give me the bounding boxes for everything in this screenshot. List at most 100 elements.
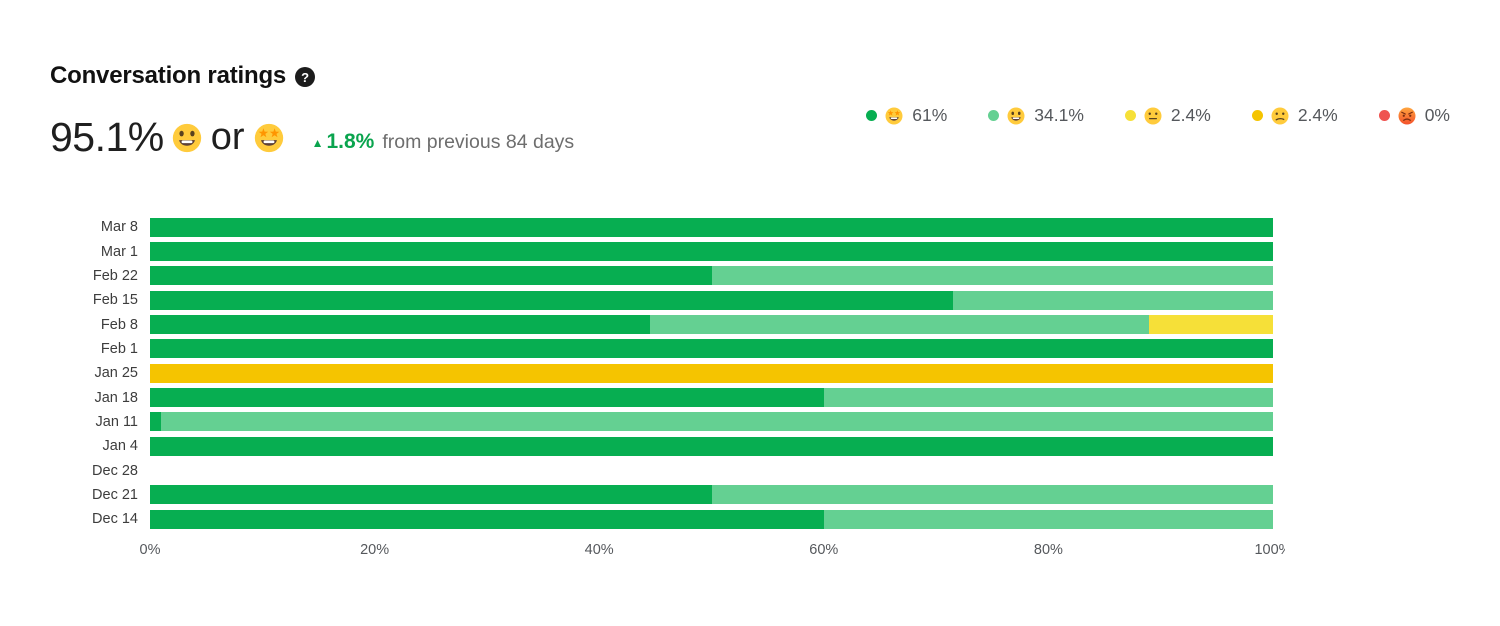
star-struck-emoji-icon <box>885 107 903 125</box>
x-axis-tick-label: 20% <box>360 542 390 559</box>
row-label: Dec 21 <box>92 486 138 503</box>
bar-segment-ok[interactable] <box>1149 315 1273 335</box>
grinning-emoji-icon <box>172 123 202 153</box>
chart-row: Jan 18 <box>0 385 1285 409</box>
chart-row: Dec 14 <box>0 507 1285 531</box>
legend-pct: 2.4% <box>1170 105 1211 125</box>
legend-pct: 61% <box>912 105 948 125</box>
delta-label: from previous 84 days <box>382 130 575 153</box>
bar-segment-great[interactable] <box>823 388 1273 408</box>
grinning-emoji-icon <box>1007 107 1025 125</box>
bar-segment-amazing[interactable] <box>150 412 162 432</box>
chart-row: Mar 8 <box>0 215 1285 239</box>
summary-stat: 95.1% or ▲ 1.8% from previous 84 days <box>50 114 574 161</box>
chart-row: Feb 8 <box>0 312 1285 336</box>
x-axis-tick-label: 60% <box>809 542 839 559</box>
chart-row: Feb 15 <box>0 288 1285 312</box>
legend-dot <box>866 110 878 121</box>
neutral-emoji-icon <box>1144 107 1162 125</box>
bar-segment-amazing[interactable] <box>150 242 1273 262</box>
bar-segment-amazing[interactable] <box>150 315 650 335</box>
bar-segment-great[interactable] <box>823 509 1273 529</box>
chart-row: Feb 1 <box>0 337 1285 361</box>
ratings-bar-chart: Mar 8 Mar 1 Feb 22 Feb 15 Feb 8 Feb 1 Jan 25 Ja… <box>0 215 1285 562</box>
legend-dot <box>1251 110 1263 121</box>
x-axis: 0% 20% 40% 60% 80% 100% <box>140 542 1285 562</box>
chart-row: Dec 21 <box>0 483 1285 507</box>
row-label: Jan 4 <box>102 438 138 455</box>
rating-percentage: 95.1% <box>50 114 164 160</box>
x-axis-tick-label: 80% <box>1033 542 1063 559</box>
angry-emoji-icon <box>1398 107 1416 125</box>
legend-item-amazing: 61% <box>866 105 947 126</box>
chart-row: Dec 28 <box>0 458 1285 482</box>
row-label: Mar 1 <box>100 243 138 260</box>
chart-row: Feb 22 <box>0 264 1285 288</box>
row-label: Jan 11 <box>95 413 138 430</box>
bar-segment-amazing[interactable] <box>150 436 1273 456</box>
legend-pct: 2.4% <box>1297 105 1338 125</box>
bar-segment-bad[interactable] <box>150 363 1273 383</box>
row-label: Jan 18 <box>94 389 138 406</box>
bar-track <box>150 242 1273 262</box>
bar-track <box>150 315 1273 335</box>
bar-track <box>150 509 1273 529</box>
bar-track <box>150 266 1273 286</box>
legend-dot <box>1124 110 1136 121</box>
x-axis-tick-label: 100% <box>1254 542 1285 559</box>
bar-track <box>150 363 1273 383</box>
chart-row: Jan 11 <box>0 410 1285 434</box>
row-label: Mar 8 <box>100 219 138 236</box>
confused-emoji-icon <box>1271 107 1289 125</box>
legend-pct: 34.1% <box>1034 105 1084 125</box>
row-label: Feb 1 <box>100 340 138 357</box>
bar-segment-amazing[interactable] <box>150 290 953 310</box>
help-icon[interactable]: ? <box>295 67 316 87</box>
x-axis-tick-label: 0% <box>139 542 161 559</box>
bar-segment-great[interactable] <box>161 412 1273 432</box>
bar-segment-amazing[interactable] <box>150 339 1273 359</box>
legend-item-bad: 2.4% <box>1251 105 1338 126</box>
legend-dot <box>1378 110 1390 121</box>
row-label: Jan 25 <box>94 365 138 382</box>
row-label: Dec 28 <box>92 462 138 479</box>
row-label: Feb 15 <box>92 292 138 309</box>
header: Conversation ratings ? <box>50 62 316 90</box>
row-label: Feb 22 <box>92 267 138 284</box>
bar-segment-amazing[interactable] <box>150 217 1273 237</box>
bar-track <box>150 461 1273 480</box>
bar-segment-great[interactable] <box>711 485 1273 505</box>
bar-track <box>150 436 1273 456</box>
legend-item-ok: 2.4% <box>1124 105 1211 126</box>
bar-track <box>150 485 1273 505</box>
bar-segment-amazing[interactable] <box>150 509 824 529</box>
legend-item-great: 34.1% <box>988 105 1084 126</box>
bar-segment-great[interactable] <box>649 315 1150 335</box>
page-title: Conversation ratings <box>50 62 287 89</box>
bar-track <box>150 339 1273 359</box>
chart-row: Mar 1 <box>0 239 1285 263</box>
x-axis-tick-label: 40% <box>584 542 614 559</box>
chart-rows: Mar 8 Mar 1 Feb 22 Feb 15 Feb 8 Feb 1 Jan 25 Ja… <box>0 215 1285 531</box>
legend: 61% 34.1% 2.4% 2.4% 0% <box>866 105 1450 126</box>
star-struck-emoji-icon <box>254 123 284 153</box>
delta-group: ▲ 1.8% from previous 84 days <box>312 130 575 154</box>
bar-segment-great[interactable] <box>711 266 1273 286</box>
row-label: Feb 8 <box>100 316 138 333</box>
bar-track <box>150 388 1273 408</box>
bar-segment-great[interactable] <box>952 290 1273 310</box>
chart-row: Jan 25 <box>0 361 1285 385</box>
bar-track <box>150 290 1273 310</box>
bar-segment-amazing[interactable] <box>150 485 712 505</box>
chart-row: Jan 4 <box>0 434 1285 458</box>
bar-segment-amazing[interactable] <box>150 388 824 408</box>
row-label: Dec 14 <box>92 511 138 528</box>
bar-segment-amazing[interactable] <box>150 266 712 286</box>
bar-track <box>150 412 1273 432</box>
bar-track <box>150 217 1273 237</box>
legend-pct: 0% <box>1424 105 1450 125</box>
legend-dot <box>988 110 1000 121</box>
legend-item-terrible: 0% <box>1378 105 1450 126</box>
trend-up-icon: ▲ <box>311 135 324 150</box>
